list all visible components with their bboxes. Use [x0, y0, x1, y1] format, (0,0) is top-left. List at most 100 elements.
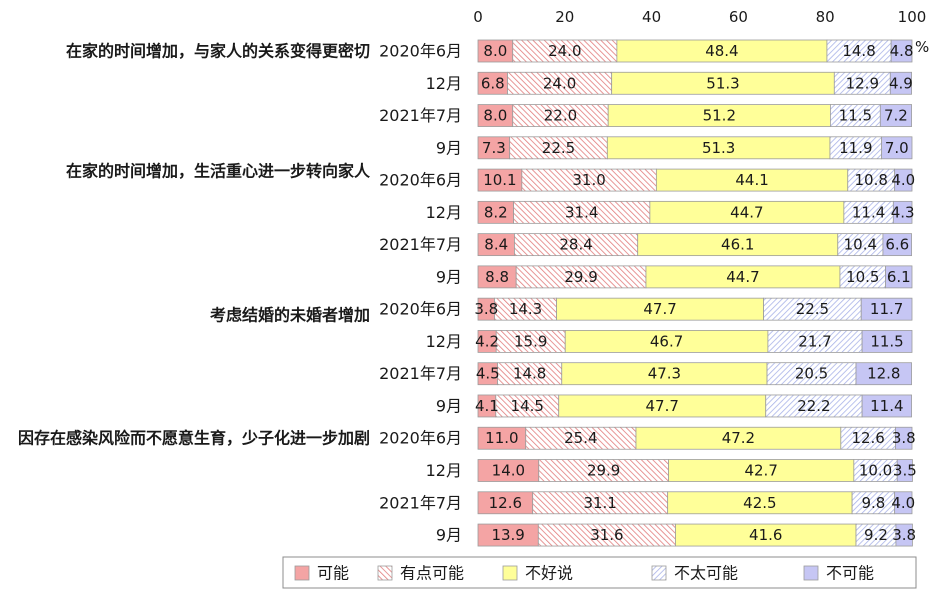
period-label: 9月: [436, 526, 462, 545]
bar-segment: [861, 394, 912, 418]
value-label: 4.9: [889, 74, 913, 92]
value-label: 14.8: [513, 365, 546, 383]
value-label: 6.8: [481, 74, 505, 92]
value-label: 6.6: [885, 236, 909, 254]
value-label: 42.7: [744, 462, 777, 480]
bar-segment: [895, 426, 913, 450]
value-label: 11.0: [485, 429, 518, 447]
value-label: 44.1: [735, 171, 768, 189]
value-label: 10.1: [483, 171, 516, 189]
value-label: 25.4: [564, 429, 597, 447]
value-label: 11.5: [870, 332, 903, 350]
value-label: 12.9: [846, 74, 879, 92]
bar-segment: [881, 136, 913, 160]
bar-row: [477, 39, 913, 63]
value-label: 4.5: [476, 365, 500, 383]
legend-label: 不太可能: [674, 564, 738, 583]
x-tick-label: 60: [729, 8, 748, 26]
value-label: 31.0: [572, 171, 605, 189]
value-label: 8.8: [485, 268, 509, 286]
legend-item: 可能: [294, 564, 349, 583]
legend: 可能 有点可能 不好说 不太可能 不可能: [282, 556, 917, 589]
value-label: 20.5: [795, 365, 828, 383]
bar-segment: [879, 104, 912, 127]
legend-swatch: [651, 565, 667, 581]
value-label: 41.6: [749, 526, 782, 544]
period-label: 12月: [426, 461, 462, 480]
value-label: 15.9: [514, 332, 547, 350]
bars: [477, 39, 913, 547]
value-label: 51.2: [703, 107, 736, 125]
period-label: 2021年7月: [379, 493, 462, 512]
value-label: 10.8: [855, 171, 888, 189]
period-label: 2021年7月: [379, 235, 462, 254]
period-label: 2021年7月: [379, 106, 462, 125]
value-label: 4.1: [475, 397, 499, 415]
value-label: 51.3: [706, 74, 739, 92]
bar-segment: [895, 523, 913, 547]
value-label: 10.5: [846, 268, 879, 286]
value-label: 48.4: [705, 42, 738, 60]
value-label: 4.0: [891, 494, 915, 512]
period-label: 2020年6月: [379, 300, 462, 319]
value-label: 14.3: [509, 300, 542, 318]
period-label: 2020年6月: [379, 429, 462, 448]
value-label: 7.0: [885, 139, 909, 157]
value-label: 14.8: [842, 42, 875, 60]
legend-item: 不太可能: [651, 564, 738, 583]
period-label: 2020年6月: [379, 171, 462, 190]
bar-row: [477, 168, 913, 192]
x-tick-label: 100: [898, 8, 927, 26]
value-label: 9.2: [864, 526, 888, 544]
x-axis: % 0 20 40 60 80 100: [473, 8, 929, 56]
value-label: 3.8: [892, 429, 916, 447]
value-label: 22.5: [796, 300, 829, 318]
legend-label: 不好说: [525, 564, 573, 583]
period-label: 9月: [436, 396, 462, 415]
period-labels: 2020年6月 12月 2021年7月 9月 2020年6月 12月 2021年7月 9月 20…: [379, 42, 462, 545]
value-label: 22.0: [544, 107, 577, 125]
value-label: 4.2: [475, 332, 499, 350]
value-label: 3.8: [892, 526, 916, 544]
value-label: 13.9: [491, 526, 524, 544]
bar-row: [477, 297, 913, 321]
value-label: 4.8: [890, 42, 914, 60]
value-label: 6.1: [887, 268, 911, 286]
bar-row: [477, 233, 912, 257]
bar-segment: [855, 362, 912, 386]
bar-row: [477, 394, 912, 418]
period-label: 12月: [426, 74, 462, 93]
value-label: 44.7: [726, 268, 759, 286]
value-label: 46.7: [650, 332, 683, 350]
value-label: 31.4: [565, 203, 598, 221]
value-label: 22.5: [542, 139, 575, 157]
legend-label: 有点可能: [400, 564, 464, 583]
bar-segment: [890, 39, 913, 63]
bar-segment: [889, 71, 912, 95]
value-label: 11.4: [870, 397, 903, 415]
value-label: 9.8: [861, 494, 885, 512]
value-label: 14.5: [511, 397, 544, 415]
value-label: 28.4: [559, 236, 592, 254]
bar-row: [477, 362, 912, 386]
value-label: 24.0: [548, 42, 581, 60]
period-label: 2021年7月: [379, 364, 462, 383]
group-label: 因存在感染风险而不愿意生育，少子化进一步加剧: [18, 429, 370, 448]
legend-item: 有点可能: [377, 564, 464, 583]
period-label: 9月: [436, 138, 462, 157]
period-label: 9月: [436, 267, 462, 286]
period-label: 2020年6月: [379, 42, 462, 61]
group-label: 在家的时间增加，与家人的关系变得更密切: [66, 42, 370, 61]
legend-swatch: [294, 565, 310, 581]
bar-row: [477, 136, 913, 160]
bar-row: [477, 104, 912, 127]
bar-segment: [882, 233, 912, 257]
value-label: 12.8: [867, 365, 900, 383]
value-label: 12.6: [851, 429, 884, 447]
value-labels: 8.0 24.0 48.4 14.8 4.8 6.8 24.0 51.3 12.9 4.9 8.0 2…: [474, 42, 916, 544]
value-label: 11.4: [852, 203, 885, 221]
x-unit-label: %: [915, 38, 929, 56]
value-label: 11.7: [870, 300, 903, 318]
value-label: 47.7: [646, 397, 679, 415]
